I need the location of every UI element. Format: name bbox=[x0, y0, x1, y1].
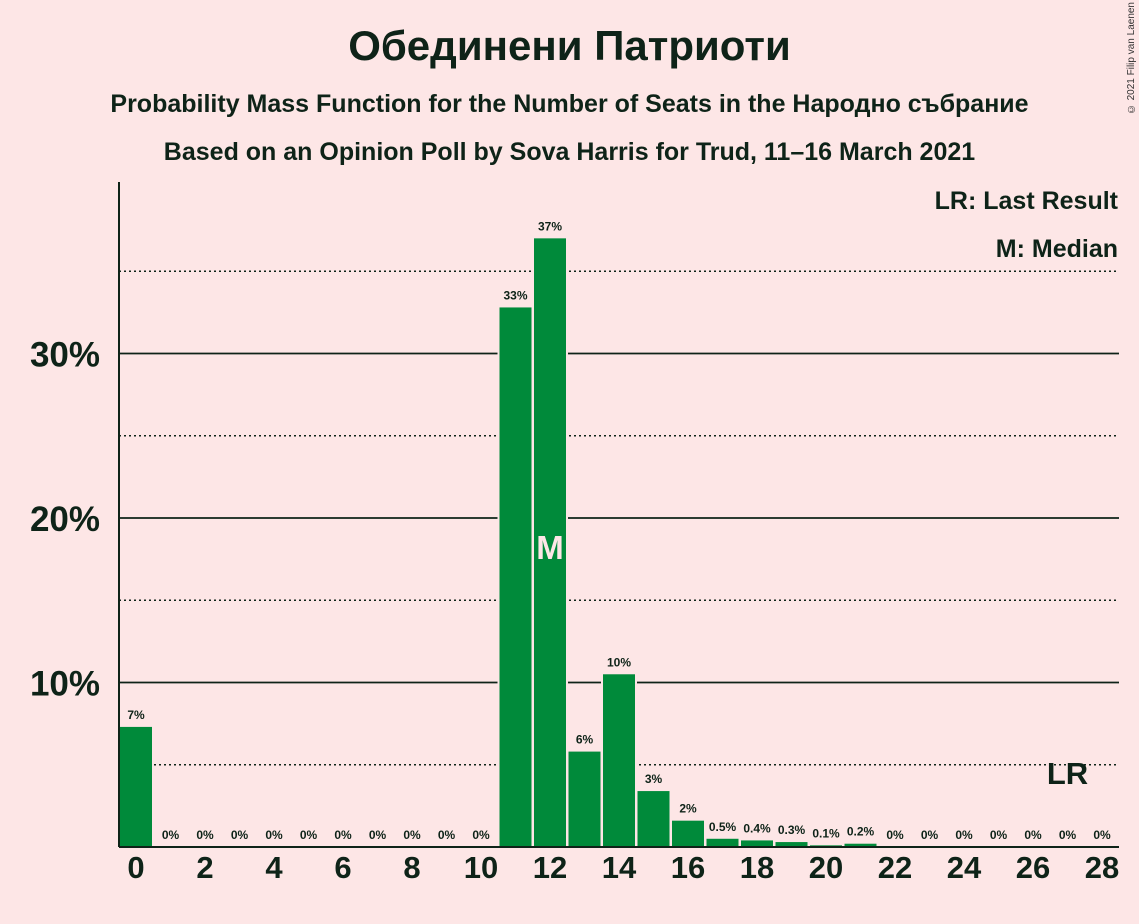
bar-value-label: 0% bbox=[1059, 828, 1077, 842]
bar-value-label: 0% bbox=[1093, 828, 1111, 842]
x-tick-label: 28 bbox=[1085, 850, 1119, 885]
bar-value-label: 6% bbox=[576, 733, 594, 747]
bar-value-label: 2% bbox=[679, 802, 697, 816]
x-tick-label: 8 bbox=[403, 850, 420, 885]
bar-value-label: 0% bbox=[886, 828, 904, 842]
bar-value-label: 0% bbox=[334, 828, 352, 842]
bar bbox=[672, 820, 704, 847]
bar bbox=[741, 840, 773, 847]
bar-value-label: 0% bbox=[196, 828, 214, 842]
bar-value-label: 0% bbox=[990, 828, 1008, 842]
bar-value-label: 0% bbox=[403, 828, 421, 842]
bar-value-label: 3% bbox=[645, 772, 663, 786]
x-tick-label: 10 bbox=[464, 850, 498, 885]
bar bbox=[637, 791, 670, 847]
bar-value-label: 0.3% bbox=[778, 823, 806, 837]
bar bbox=[775, 842, 808, 847]
x-tick-label: 6 bbox=[334, 850, 351, 885]
y-tick-label: 30% bbox=[30, 336, 100, 375]
bar bbox=[568, 751, 601, 847]
x-tick-label: 12 bbox=[533, 850, 567, 885]
bar-value-label: 7% bbox=[127, 708, 145, 722]
x-tick-label: 14 bbox=[602, 850, 637, 885]
bar-value-label: 0% bbox=[921, 828, 939, 842]
legend-median: M: Median bbox=[996, 235, 1118, 263]
bar-value-label: 0% bbox=[231, 828, 249, 842]
median-marker: M bbox=[536, 529, 564, 566]
bar-halo bbox=[808, 843, 844, 847]
bar-value-label: 37% bbox=[538, 219, 562, 233]
chart-subtitle-1: Probability Mass Function for the Number… bbox=[110, 90, 1029, 118]
y-tick-label: 10% bbox=[30, 665, 100, 704]
x-tick-label: 0 bbox=[127, 850, 144, 885]
legend-last-result: LR: Last Result bbox=[935, 187, 1119, 215]
x-tick-label: 22 bbox=[878, 850, 912, 885]
x-tick-label: 26 bbox=[1016, 850, 1050, 885]
bar bbox=[534, 238, 566, 848]
x-tick-label: 4 bbox=[265, 850, 283, 885]
bar bbox=[499, 307, 532, 847]
bar-value-label: 10% bbox=[607, 655, 631, 669]
bar-value-label: 0% bbox=[300, 828, 318, 842]
bar-value-label: 0.2% bbox=[847, 825, 875, 839]
x-tick-label: 24 bbox=[947, 850, 982, 885]
chart-title: Обединени Патриоти bbox=[348, 22, 791, 69]
bar-value-label: 0% bbox=[265, 828, 283, 842]
x-tick-label: 2 bbox=[196, 850, 213, 885]
chart-subtitle-2: Based on an Opinion Poll by Sova Harris … bbox=[163, 138, 976, 166]
y-tick-label: 20% bbox=[30, 500, 100, 539]
bar-value-label: 0.5% bbox=[709, 820, 737, 834]
bar-value-label: 0% bbox=[369, 828, 387, 842]
bar-value-label: 0% bbox=[472, 828, 490, 842]
bar-value-label: 33% bbox=[503, 288, 527, 302]
last-result-marker: LR bbox=[1047, 756, 1088, 791]
bar-value-label: 0% bbox=[955, 828, 973, 842]
x-tick-label: 18 bbox=[740, 850, 774, 885]
bar-value-label: 0% bbox=[162, 828, 180, 842]
x-tick-label: 20 bbox=[809, 850, 843, 885]
bar-value-label: 0% bbox=[1024, 828, 1042, 842]
bar-value-label: 0.1% bbox=[812, 826, 840, 840]
bar bbox=[844, 843, 877, 847]
bar bbox=[603, 674, 635, 847]
bar bbox=[706, 838, 739, 847]
bar bbox=[120, 726, 152, 847]
bar-value-label: 0.4% bbox=[743, 821, 771, 835]
bar-value-label: 0% bbox=[438, 828, 456, 842]
x-tick-label: 16 bbox=[671, 850, 705, 885]
